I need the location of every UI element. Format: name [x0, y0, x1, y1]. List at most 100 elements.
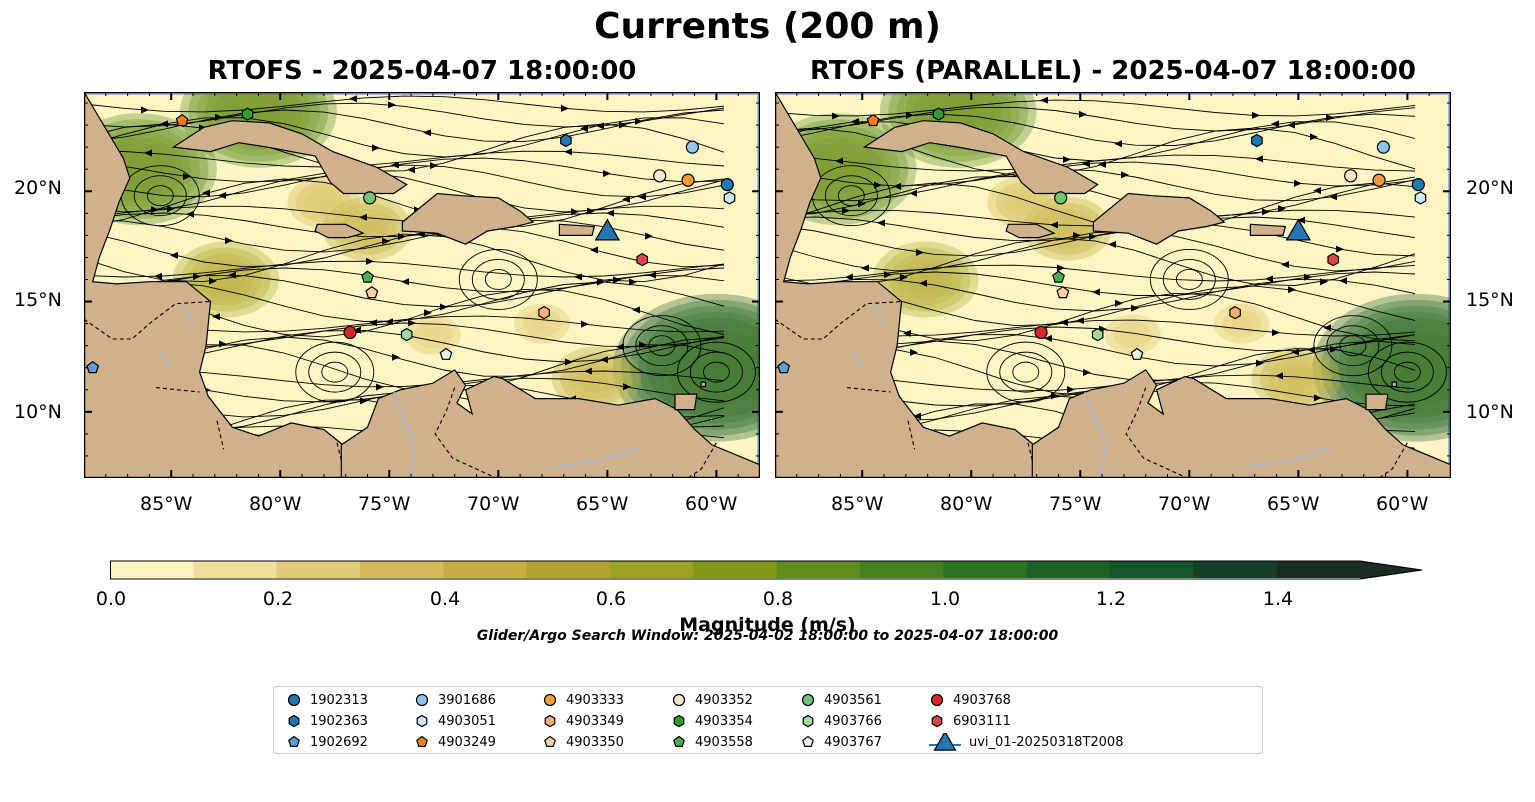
- legend-label: uvi_01-20250318T2008: [969, 734, 1124, 750]
- legend-item: 4903249: [414, 733, 496, 751]
- hexagon-icon: [931, 714, 943, 728]
- panel-title-right: RTOFS (PARALLEL) - 2025-04-07 18:00:00: [810, 56, 1416, 86]
- float-marker: [653, 169, 667, 183]
- colorbar-tick-label: 1.0: [929, 588, 961, 610]
- legend-label: 4903051: [438, 713, 496, 729]
- y-tick-label: 10°N: [1466, 401, 1514, 423]
- float-marker: [1251, 133, 1263, 148]
- colorbar-segment: [776, 561, 861, 578]
- triangle-icon: [933, 733, 957, 751]
- circle-icon: [287, 693, 301, 707]
- float-marker: [723, 191, 736, 205]
- legend-label: 4903558: [695, 734, 753, 750]
- legend-item: 1902363: [286, 712, 368, 730]
- colorbar-segment: [193, 561, 278, 578]
- float-marker: [241, 107, 254, 121]
- pentagon-icon: [802, 735, 814, 747]
- float-marker: [538, 305, 550, 320]
- colorbar-segment: [1193, 561, 1278, 578]
- hexagon-icon: [673, 714, 685, 728]
- legend-item: 4903767: [800, 733, 882, 751]
- circle-icon: [930, 693, 944, 707]
- y-tick-label: 10°N: [14, 401, 62, 423]
- float-marker: [363, 191, 377, 205]
- colorbar-segment: [693, 561, 778, 578]
- float-marker: [400, 327, 413, 342]
- legend-label: 6903111: [953, 713, 1011, 729]
- colorbar-segment: [360, 561, 444, 578]
- float-marker: [175, 113, 189, 127]
- figure-title: Currents (200 m): [594, 6, 941, 47]
- legend-label: 4903768: [953, 692, 1011, 708]
- legend-label: 4903249: [438, 734, 496, 750]
- colorbar-segment: [943, 561, 1028, 578]
- float-marker: [1054, 191, 1068, 205]
- legend-label: 4903354: [695, 713, 753, 729]
- legend-label: 4903767: [824, 734, 882, 750]
- float-marker: [866, 113, 880, 127]
- legend-item: uvi_01-20250318T2008: [929, 733, 1123, 751]
- colorbar-tick-label: 0.8: [762, 588, 794, 610]
- legend-item: 4903558: [671, 733, 753, 751]
- colorbar-segment: [1026, 561, 1111, 578]
- float-marker: [720, 178, 734, 192]
- float-marker: [1376, 140, 1391, 154]
- pentagon-icon: [288, 735, 300, 747]
- panel-title-left: RTOFS - 2025-04-07 18:00:00: [207, 56, 637, 86]
- float-marker: [1344, 169, 1358, 183]
- legend-item: 4903561: [800, 691, 882, 709]
- x-tick-label: 60°W: [685, 493, 738, 515]
- float-marker: [1411, 178, 1425, 192]
- colorbar-segment: [1276, 561, 1361, 578]
- legend-label: 1902363: [310, 713, 368, 729]
- float-marker: [361, 270, 374, 283]
- float-marker: [365, 285, 379, 299]
- legend-label: 1902313: [310, 692, 368, 708]
- legend-label: 4903349: [566, 713, 624, 729]
- float-marker: [1091, 327, 1104, 342]
- hexagon-icon: [416, 714, 428, 728]
- legend-item: 4903354: [671, 712, 753, 730]
- float-marker: [439, 347, 453, 360]
- hexagon-icon: [544, 714, 556, 728]
- legend-item: 4903350: [542, 733, 624, 751]
- x-tick-label: 75°W: [1049, 493, 1102, 515]
- legend-item: 1902692: [286, 733, 368, 751]
- colorbar-segment: [443, 561, 528, 578]
- x-tick-label: 60°W: [1376, 493, 1429, 515]
- float-marker: [1372, 173, 1386, 187]
- colorbar: [110, 560, 1423, 580]
- float-marker: [1056, 285, 1070, 299]
- colorbar-segment: [860, 561, 944, 578]
- land: [84, 92, 760, 478]
- glider-marker: [594, 218, 621, 241]
- x-tick-label: 85°W: [140, 493, 193, 515]
- float-marker: [343, 325, 357, 340]
- colorbar-segment: [526, 561, 611, 578]
- x-tick-label: 80°W: [249, 493, 302, 515]
- float-marker: [86, 360, 100, 374]
- legend-label: 4903350: [566, 734, 624, 750]
- legend-item: 4903333: [542, 691, 624, 709]
- legend-label: 4903561: [824, 692, 882, 708]
- colorbar-tick-label: 1.2: [1095, 588, 1127, 610]
- y-tick-label: 15°N: [14, 289, 62, 311]
- y-tick-label: 20°N: [1466, 177, 1514, 199]
- colorbar-tick-label: 1.4: [1262, 588, 1294, 610]
- land: [775, 92, 1451, 478]
- legend-label: 1902692: [310, 734, 368, 750]
- colorbar-segment: [110, 561, 194, 578]
- circle-icon: [801, 693, 815, 707]
- x-tick-label: 80°W: [940, 493, 993, 515]
- legend-label: 4903352: [695, 692, 753, 708]
- colorbar-tick-label: 0.6: [595, 588, 627, 610]
- colorbar-extend-arrow: [1360, 561, 1422, 579]
- colorbar-segment: [276, 561, 361, 578]
- float-marker: [1052, 270, 1065, 283]
- float-marker: [1414, 191, 1427, 205]
- float-marker: [1327, 252, 1340, 267]
- pentagon-icon: [416, 735, 428, 747]
- colorbar-segment: [1110, 561, 1194, 578]
- float-marker: [560, 133, 572, 148]
- float-marker: [681, 173, 695, 187]
